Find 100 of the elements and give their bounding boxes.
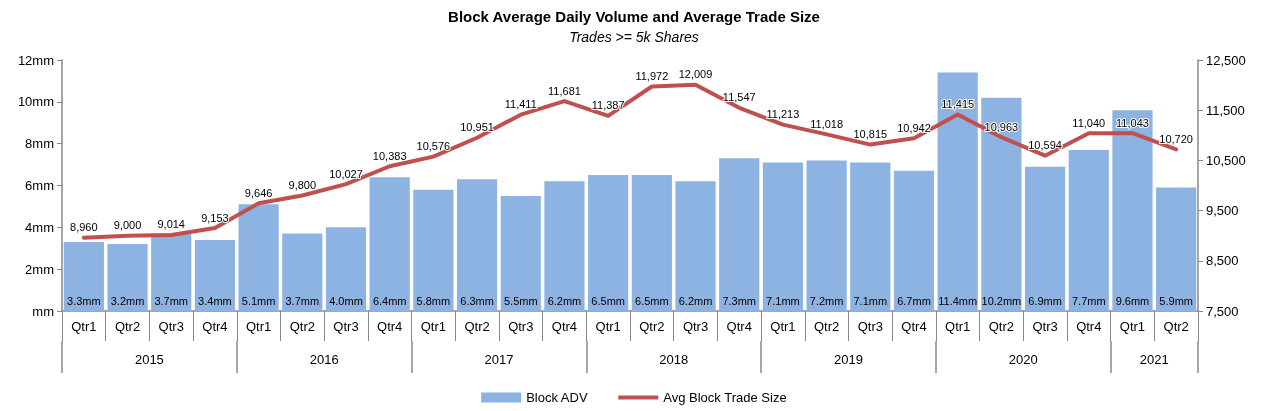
y-tick-label: 6mm (25, 178, 54, 193)
text: 2018 (659, 352, 689, 367)
data-label: 9,800 (288, 179, 317, 192)
x-tick-label: Qtr3 (333, 319, 359, 334)
y2-tick-label: 12,500 (1206, 52, 1246, 68)
data-label: 12,009 (678, 68, 713, 81)
y2-tick-label: 11,500 (1206, 102, 1245, 118)
data-label: 6.3mm (460, 294, 494, 307)
data-label: 7.1mm (853, 294, 888, 307)
x-tick-label: Qtr4 (551, 319, 578, 334)
data-label: 3.3mm (67, 294, 101, 307)
chart-subtitle: Trades >= 5k Shares (569, 29, 699, 45)
y-tick-label: 10mm (17, 94, 54, 110)
text: 2021 (1139, 352, 1169, 367)
data-label: 10.2mm (981, 294, 1022, 307)
x-tick-label: Qtr4 (1076, 319, 1102, 334)
data-label: 10,720 (1159, 132, 1193, 145)
text: 2015 (134, 352, 164, 367)
x-tick-label: Qtr4 (202, 319, 228, 334)
data-label: 7.2mm (809, 294, 844, 307)
x-tick-label: Qtr2 (639, 319, 665, 334)
x-tick-label: Qtr1 (245, 319, 272, 334)
data-label: 11,018 (810, 117, 844, 130)
data-label: 8,960 (70, 221, 98, 234)
data-label: 11,213 (766, 108, 800, 121)
data-label: 10,963 (984, 120, 1019, 133)
data-label: 6.7mm (897, 294, 931, 307)
x-tick-label: Qtr2 (464, 319, 490, 334)
x-tick-label: Qtr2 (289, 319, 315, 334)
data-label: 9,000 (113, 219, 142, 232)
data-label: 4.0mm (329, 294, 363, 307)
data-label: 9.6mm (1115, 294, 1150, 307)
legend-label: Block ADV (526, 390, 588, 405)
data-label: 11,547 (722, 91, 756, 104)
y2-tick-label: 10,500 (1206, 152, 1246, 168)
x-tick-label: Qtr1 (595, 319, 621, 334)
data-label: 10,383 (372, 149, 407, 162)
text: 2019 (834, 352, 863, 367)
data-label: 9,014 (157, 218, 185, 231)
y2-tick-label: 7,500 (1206, 303, 1239, 319)
x-tick-label: Qtr3 (857, 319, 883, 334)
x-tick-label: Qtr1 (770, 319, 796, 334)
data-label: 5.8mm (416, 294, 451, 307)
text: 2020 (1008, 352, 1038, 367)
data-label: 11,415 (941, 97, 975, 110)
x-tick-label: Qtr4 (377, 319, 403, 334)
y-tick-label: 4mm (25, 219, 54, 235)
y-tick-label: 2mm (25, 261, 54, 277)
data-label: 6.4mm (372, 294, 407, 307)
data-label: 5.9mm (1159, 294, 1193, 307)
x-tick-label: Qtr2 (114, 319, 141, 334)
data-label: 5.1mm (241, 294, 276, 307)
y2-tick-label: 8,500 (1206, 253, 1239, 269)
data-label: 3.7mm (285, 294, 320, 307)
x-tick-label: Qtr1 (945, 319, 971, 334)
data-label: 6.9mm (1028, 294, 1062, 307)
x-tick-label: Qtr1 (71, 319, 97, 334)
x-tick-label: Qtr4 (726, 319, 752, 334)
data-label: 7.1mm (766, 294, 800, 307)
data-label: 10,815 (853, 128, 888, 141)
data-label: 11,411 (504, 98, 537, 111)
data-label: 11,972 (635, 70, 669, 83)
x-tick-label: Qtr1 (420, 319, 447, 334)
data-label: 11.4mm (938, 294, 978, 307)
text: 2017 (484, 352, 514, 367)
data-label: 6.5mm (591, 294, 625, 307)
y2-tick-label: 9,500 (1206, 203, 1239, 219)
x-tick-label: Qtr4 (901, 319, 927, 334)
x-tick-label: Qtr3 (682, 319, 709, 334)
data-label: 6.2mm (678, 294, 713, 307)
x-tick-label: Qtr2 (988, 319, 1015, 334)
x-tick-label: Qtr3 (508, 319, 534, 334)
data-label: 9,646 (244, 186, 273, 199)
data-label: 11,681 (548, 84, 581, 97)
data-label: 5.5mm (503, 294, 538, 307)
data-label: 11,043 (1116, 116, 1149, 129)
data-label: 10,951 (460, 121, 494, 134)
data-label: 10,027 (329, 167, 363, 180)
data-label: 11,040 (1072, 116, 1106, 129)
y-tick-label: 8mm (25, 136, 54, 152)
data-label: 10,594 (1028, 139, 1062, 152)
data-label: 7.7mm (1071, 294, 1106, 307)
data-label: 10,942 (897, 121, 931, 134)
data-label: 6.5mm (635, 294, 669, 307)
legend-label: Avg Block Trade Size (663, 390, 787, 405)
x-tick-label: Qtr3 (1032, 319, 1058, 334)
x-tick-label: Qtr3 (158, 319, 184, 334)
data-label: 6.2mm (547, 294, 582, 307)
y-tick-label: mm (32, 303, 54, 319)
data-label: 9,153 (201, 211, 229, 224)
x-tick-label: Qtr2 (1163, 319, 1189, 334)
chart-title: Block Average Daily Volume and Average Trade Size (448, 8, 820, 25)
y-tick-label: 12mm (17, 52, 54, 68)
data-label: 3.2mm (110, 294, 145, 307)
data-label: 3.4mm (198, 294, 232, 307)
text: 2016 (309, 352, 339, 367)
x-tick-label: Qtr2 (813, 319, 840, 334)
x-tick-label: Qtr1 (1119, 319, 1146, 334)
data-label: 7.3mm (722, 294, 757, 307)
data-label: 10,576 (416, 140, 451, 153)
